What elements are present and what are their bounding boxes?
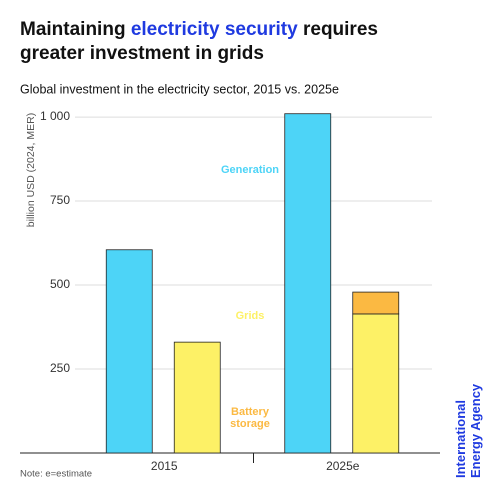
bar xyxy=(352,291,400,315)
note: Note: e=estimate xyxy=(20,469,92,480)
x-tick-label: 2015 xyxy=(151,459,178,473)
y-tick-label: 750 xyxy=(50,193,70,207)
x-tick-label: 2025e xyxy=(326,459,360,473)
series-label: Grids xyxy=(236,310,265,322)
y-tick-label: 1 000 xyxy=(40,109,70,123)
y-axis-label: billion USD (2024, MER) xyxy=(25,113,37,227)
chart-subtitle: Global investment in the electricity sec… xyxy=(20,82,339,96)
series-label: Generation xyxy=(221,164,279,176)
bar xyxy=(352,313,400,454)
series-label: Battery storage xyxy=(230,406,270,430)
y-tick-label: 500 xyxy=(50,277,70,291)
y-tick-label: 250 xyxy=(50,361,70,375)
logo: InternationalEnergy Agency xyxy=(453,383,483,478)
bar xyxy=(284,113,332,454)
chart-title: Maintaining electricity security require… xyxy=(20,19,378,64)
bar xyxy=(173,341,221,454)
bar xyxy=(105,249,153,454)
